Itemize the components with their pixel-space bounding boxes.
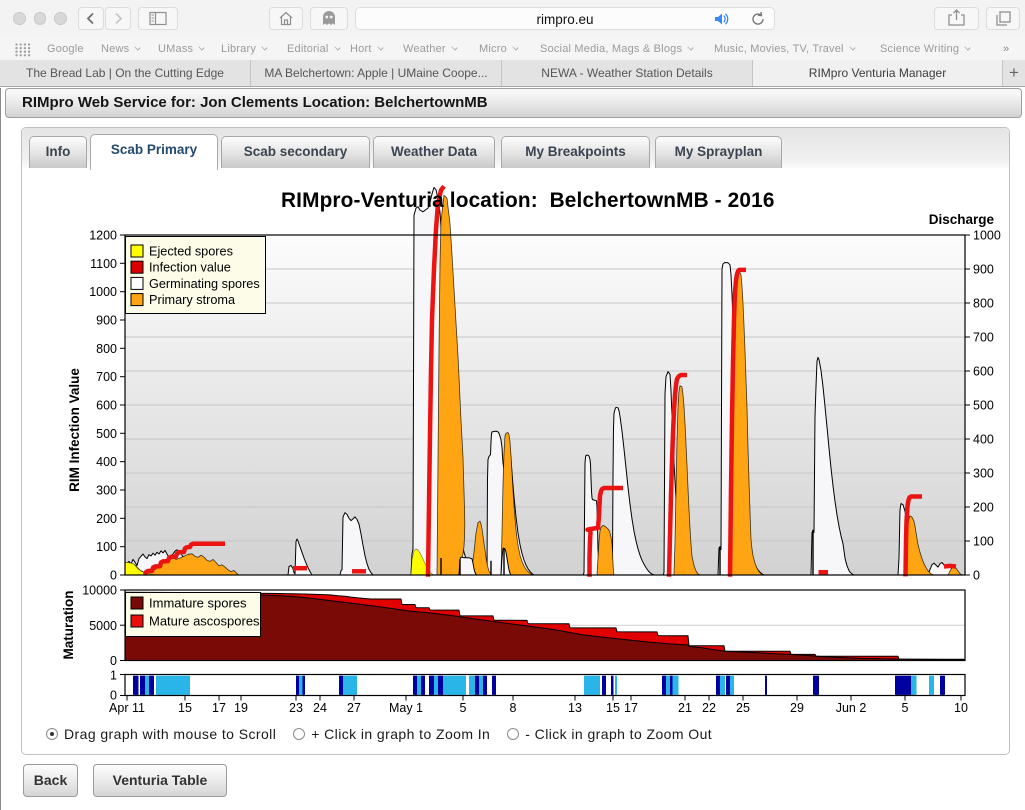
svg-text:13: 13 [568,701,582,715]
svg-text:800: 800 [973,297,994,311]
svg-text:15: 15 [178,701,192,715]
svg-text:700: 700 [973,331,994,345]
svg-text:Discharge: Discharge [929,212,995,227]
svg-text:0: 0 [110,689,117,703]
svg-text:900: 900 [973,263,994,277]
svg-text:19: 19 [234,701,248,715]
svg-text:Apr 11: Apr 11 [109,701,145,715]
svg-text:Primary stroma: Primary stroma [149,293,236,307]
svg-text:1000: 1000 [89,285,117,299]
svg-text:1100: 1100 [90,257,117,271]
svg-text:22: 22 [702,701,716,715]
svg-text:100: 100 [96,540,117,554]
svg-text:900: 900 [96,314,117,328]
svg-text:25: 25 [736,701,750,715]
svg-text:500: 500 [973,399,994,413]
svg-text:May 1: May 1 [389,701,423,715]
svg-text:8: 8 [510,701,517,715]
svg-text:1000: 1000 [973,229,1001,243]
svg-text:17: 17 [212,701,226,715]
svg-text:1: 1 [110,669,117,683]
svg-text:21: 21 [678,701,692,715]
svg-text:1200: 1200 [89,229,117,243]
svg-text:100: 100 [973,535,994,549]
svg-text:15: 15 [606,701,620,715]
svg-text:Immature spores: Immature spores [149,596,247,611]
svg-text:Mature ascospores: Mature ascospores [149,614,260,629]
svg-text:5000: 5000 [89,619,117,633]
svg-text:500: 500 [96,427,117,441]
svg-text:29: 29 [790,701,804,715]
svg-text:Germinating spores: Germinating spores [149,277,260,291]
svg-text:10000: 10000 [82,584,117,598]
svg-text:700: 700 [96,370,117,384]
svg-text:400: 400 [96,455,117,469]
svg-text:200: 200 [973,501,994,515]
svg-text:27: 27 [347,701,361,715]
svg-text:0: 0 [110,569,117,583]
svg-text:24: 24 [313,701,327,715]
svg-text:Maturation: Maturation [61,591,76,660]
svg-text:RIM Infection Value: RIM Infection Value [67,368,82,492]
svg-text:600: 600 [973,365,994,379]
svg-text:600: 600 [96,399,117,413]
svg-text:5: 5 [460,701,467,715]
svg-text:400: 400 [973,433,994,447]
svg-text:800: 800 [96,342,117,356]
svg-text:300: 300 [973,467,994,481]
svg-text:Ejected spores: Ejected spores [149,245,233,259]
svg-text:200: 200 [96,512,117,526]
svg-text:17: 17 [624,701,638,715]
svg-text:Infection value: Infection value [149,261,231,275]
svg-text:RIMpro-Venturia location: Bel: RIMpro-Venturia location: BelchertownMB … [281,189,775,212]
svg-text:Jun 2: Jun 2 [836,701,867,715]
svg-text:5: 5 [902,701,909,715]
svg-text:0: 0 [973,569,980,583]
svg-text:10: 10 [954,701,968,715]
svg-text:0: 0 [110,654,117,668]
svg-text:23: 23 [289,701,303,715]
svg-text:300: 300 [96,484,117,498]
